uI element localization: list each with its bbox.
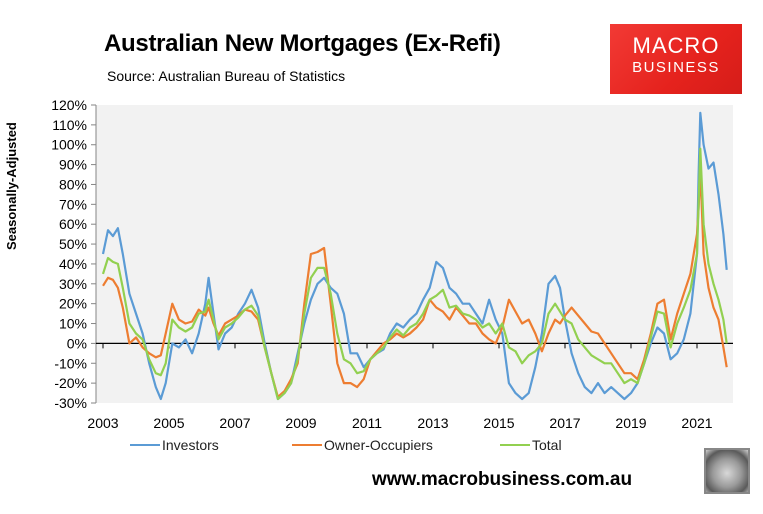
y-tick-label: 10%	[59, 316, 87, 332]
legend-label-investors: Investors	[162, 437, 219, 453]
plot-area	[96, 105, 733, 403]
x-tick-label: 2007	[219, 415, 250, 431]
chart-subtitle: Source: Australian Bureau of Statistics	[107, 68, 346, 84]
y-tick-label: 100%	[51, 137, 87, 153]
footer-url: www.macrobusiness.com.au	[372, 469, 633, 490]
x-axis: 2003 2005 2007 2009 2011 2013 2015 2017 2019 2021	[87, 342, 733, 431]
legend-label-total: Total	[532, 437, 562, 453]
y-tick-label: 60%	[59, 216, 87, 232]
x-tick-label: 2013	[417, 415, 448, 431]
legend: Investors Owner-Occupiers Total	[0, 437, 763, 457]
y-tick-label: 90%	[59, 157, 87, 173]
series-line-owner-occupiers	[102, 167, 728, 399]
y-tick-label: 30%	[59, 276, 87, 292]
legend-item-total: Total	[500, 437, 562, 453]
series-line-total	[101, 147, 728, 401]
y-tick-label: 0%	[67, 335, 87, 351]
x-tick-label: 2011	[352, 415, 382, 431]
y-tick-label: -30%	[54, 395, 87, 411]
logo-line-1: MACRO	[632, 33, 720, 58]
chart-title: Australian New Mortgages (Ex-Refi)	[104, 30, 501, 57]
legend-label-owner-occupiers: Owner-Occupiers	[324, 437, 433, 453]
x-tick-label: 2003	[87, 415, 118, 431]
legend-swatch-total	[500, 444, 530, 446]
x-tick-label: 2019	[615, 415, 646, 431]
legend-item-owner-occupiers: Owner-Occupiers	[292, 437, 433, 453]
macrobusiness-logo: MACRO BUSINESS	[610, 24, 742, 94]
y-tick-label: 70%	[59, 196, 87, 212]
y-tick-label: 50%	[59, 236, 87, 252]
logo-line-2: BUSINESS	[632, 59, 720, 76]
y-tick-label: -20%	[54, 375, 87, 391]
y-tick-label: -10%	[54, 355, 87, 371]
x-tick-label: 2015	[483, 415, 514, 431]
x-tick-label: 2009	[285, 415, 316, 431]
y-axis: -30% -20% -10% 0% 10% 20% 30% 40% 50% 60% 70% 80% 90…	[51, 97, 97, 411]
legend-item-investors: Investors	[130, 437, 219, 453]
fox-logo-image	[704, 448, 750, 494]
y-tick-label: 40%	[59, 256, 87, 272]
series-lines	[101, 111, 728, 401]
y-tick-label: 20%	[59, 296, 87, 312]
y-tick-label: 110%	[52, 117, 87, 133]
x-tick-label: 2021	[681, 415, 712, 431]
legend-swatch-owner-occupiers	[292, 444, 322, 446]
y-tick-label: 80%	[59, 176, 87, 192]
y-tick-label: 120%	[51, 97, 87, 113]
x-tick-label: 2005	[153, 415, 184, 431]
x-tick-label: 2017	[549, 415, 580, 431]
legend-swatch-investors	[130, 444, 160, 446]
